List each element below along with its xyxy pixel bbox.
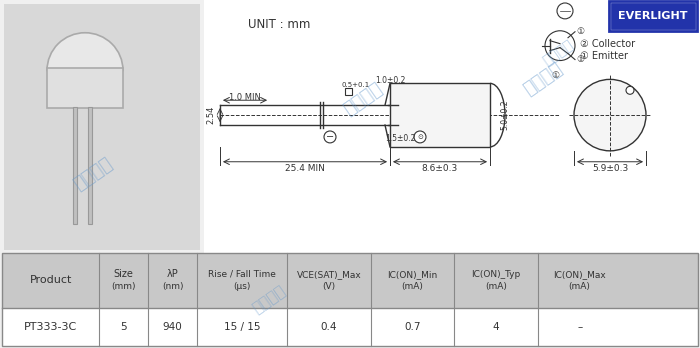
Text: (V): (V): [323, 282, 336, 291]
Text: ①: ①: [576, 27, 584, 36]
Text: IC(ON)_Min: IC(ON)_Min: [388, 270, 438, 279]
FancyBboxPatch shape: [2, 253, 698, 308]
Text: (mm): (mm): [111, 282, 136, 291]
Text: (nm): (nm): [162, 282, 183, 291]
Text: ①: ①: [576, 55, 584, 64]
Text: 4: 4: [493, 322, 500, 332]
FancyBboxPatch shape: [4, 4, 200, 250]
Circle shape: [324, 131, 336, 143]
FancyBboxPatch shape: [2, 308, 698, 346]
Text: 5: 5: [120, 322, 127, 332]
Text: 8.6±0.3: 8.6±0.3: [422, 164, 458, 173]
Text: 1.0 MIN: 1.0 MIN: [229, 93, 261, 102]
Text: 超毅电子: 超毅电子: [520, 60, 566, 99]
Text: 2.54: 2.54: [206, 106, 215, 124]
Text: 5.9±0.3: 5.9±0.3: [592, 164, 628, 173]
Wedge shape: [47, 33, 123, 70]
FancyBboxPatch shape: [88, 107, 92, 224]
Circle shape: [574, 79, 646, 151]
Text: 1.5±0.2: 1.5±0.2: [385, 134, 415, 143]
Text: (mA): (mA): [402, 282, 424, 291]
Text: 0.5+0.1: 0.5+0.1: [342, 82, 370, 88]
Text: ①: ①: [551, 71, 559, 80]
Text: 超毅电子: 超毅电子: [540, 38, 575, 69]
Text: –: –: [577, 322, 582, 332]
Text: EVERLIGHT: EVERLIGHT: [618, 11, 687, 21]
Text: λP: λP: [167, 269, 178, 279]
Text: Product: Product: [29, 275, 72, 285]
Text: IC(ON)_Typ: IC(ON)_Typ: [472, 270, 521, 279]
Circle shape: [545, 31, 575, 61]
Text: −: −: [326, 132, 334, 142]
Text: VCE(SAT)_Max: VCE(SAT)_Max: [297, 270, 361, 279]
Text: ① Emitter: ① Emitter: [580, 50, 628, 61]
Text: Rise / Fall Time: Rise / Fall Time: [208, 270, 276, 279]
Text: (mA): (mA): [485, 282, 507, 291]
Text: ⊙: ⊙: [417, 134, 423, 140]
Text: 超毅电子: 超毅电子: [250, 283, 288, 316]
Text: Size: Size: [114, 269, 134, 279]
Text: UNIT : mm: UNIT : mm: [248, 18, 310, 31]
Text: 超毅电子: 超毅电子: [340, 80, 386, 119]
Text: 940: 940: [162, 322, 183, 332]
FancyBboxPatch shape: [345, 88, 352, 95]
Text: 25.4 MIN: 25.4 MIN: [285, 164, 325, 173]
Text: ② Collector: ② Collector: [580, 39, 635, 49]
Text: 15 / 15: 15 / 15: [224, 322, 260, 332]
FancyBboxPatch shape: [612, 4, 694, 28]
Text: 0.7: 0.7: [405, 322, 421, 332]
Circle shape: [626, 86, 634, 94]
Text: PT333-3C: PT333-3C: [24, 322, 77, 332]
FancyBboxPatch shape: [390, 84, 490, 147]
Text: 超毅电子: 超毅电子: [70, 154, 116, 193]
FancyBboxPatch shape: [73, 107, 77, 224]
FancyBboxPatch shape: [204, 0, 700, 254]
Text: IC(ON)_Max: IC(ON)_Max: [553, 270, 606, 279]
Text: 5.0±0.2: 5.0±0.2: [500, 100, 510, 130]
Circle shape: [557, 3, 573, 19]
FancyBboxPatch shape: [47, 69, 123, 108]
Text: 0.4: 0.4: [321, 322, 337, 332]
Text: (mA): (mA): [568, 282, 591, 291]
Text: 1.0±0.2: 1.0±0.2: [374, 76, 405, 85]
Text: (μs): (μs): [233, 282, 251, 291]
Circle shape: [414, 131, 426, 143]
